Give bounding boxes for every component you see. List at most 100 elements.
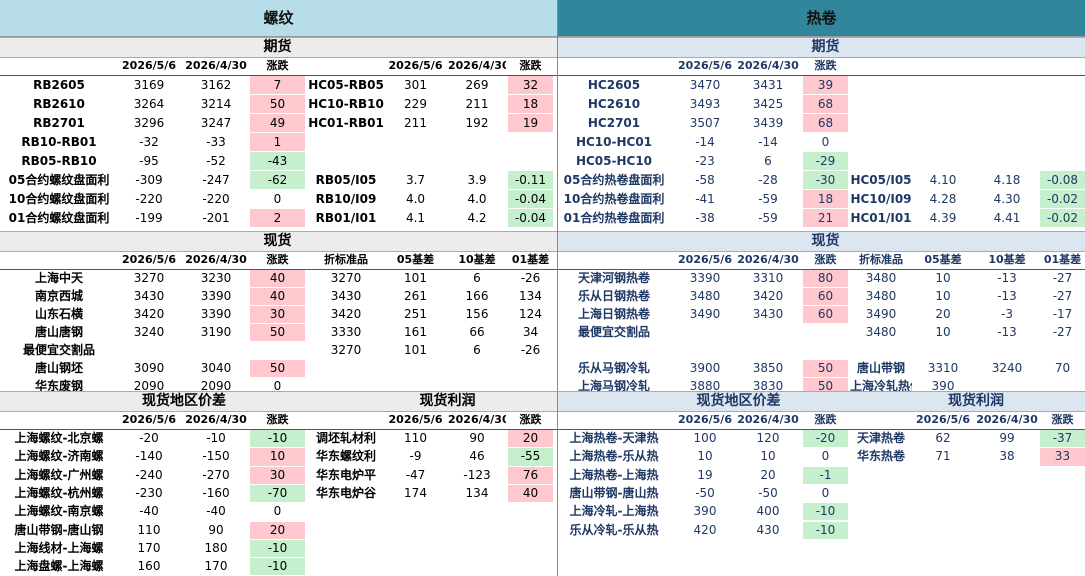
cell: 3390 <box>200 307 232 321</box>
cell: 71 <box>935 449 951 464</box>
cell: 3162 <box>200 78 232 92</box>
row-label: 华东电炉平 <box>315 467 376 482</box>
row-label: 上海螺纹-广州螺 <box>14 467 104 482</box>
cell: 20 <box>935 307 951 321</box>
cell: -0.04 <box>508 190 553 208</box>
row-label: 上海中天 <box>34 271 83 285</box>
cell: -10 <box>250 539 305 558</box>
cell: 62 <box>935 431 951 445</box>
cell: -0.08 <box>1040 171 1085 189</box>
cell: 1 <box>250 133 305 151</box>
cell: -27 <box>1052 271 1073 285</box>
cell: 430 <box>756 522 780 537</box>
cell: 110 <box>137 522 161 537</box>
cell: -55 <box>508 448 553 466</box>
cell: -14 <box>758 135 778 149</box>
row-label: 05合约螺纹盘面利 <box>8 173 110 187</box>
cell: 40 <box>250 270 305 287</box>
cell: -9 <box>409 449 422 464</box>
section-title: 现货地区价差 <box>696 393 781 409</box>
cell: -220 <box>202 192 230 206</box>
cell: 3420 <box>133 307 165 321</box>
title-bar: 热卷 <box>558 0 1085 37</box>
cell: 2090 <box>133 379 165 393</box>
cell: 4.10 <box>929 173 957 187</box>
cell: 3430 <box>330 289 362 303</box>
cell: -40 <box>206 504 226 519</box>
section-title: 期货 <box>811 39 840 55</box>
cell: -62 <box>250 171 305 189</box>
cell: 4.0 <box>467 192 487 206</box>
row-label: 上海热卷-天津热 <box>569 431 659 445</box>
row-label: HC05-HC10 <box>575 154 653 168</box>
cell: 10 <box>760 449 776 464</box>
cell: 3240 <box>991 361 1023 375</box>
cell: -160 <box>202 485 230 500</box>
header-rule <box>0 429 557 430</box>
cell: 39 <box>803 76 848 94</box>
cell: 49 <box>250 114 305 132</box>
row-label: 上海马钢冷轧 <box>577 379 650 393</box>
column-header: 2026/4/30 <box>976 413 1038 426</box>
cell: 3900 <box>689 361 721 375</box>
cell: -230 <box>135 485 163 500</box>
cell: -29 <box>803 152 848 170</box>
cell: 3310 <box>927 361 959 375</box>
cell: -43 <box>250 152 305 170</box>
cell: -0.04 <box>508 209 553 227</box>
column-header: 涨跌 <box>814 59 837 72</box>
cell: -30 <box>803 171 848 189</box>
row-label: 上海盘螺-上海螺 <box>14 559 104 574</box>
row-label: RB05/I05 <box>315 173 377 187</box>
cell: 170 <box>137 540 161 555</box>
cell: 156 <box>465 307 489 321</box>
cell: 50 <box>803 360 848 377</box>
row-label: 唐山带钢-唐山热 <box>569 485 659 500</box>
row-label: 上海冷轧-上海热 <box>569 504 659 519</box>
cell: 60 <box>803 306 848 323</box>
cell: 3296 <box>133 116 165 130</box>
section-title: 现货利润 <box>948 393 1004 409</box>
cell: 120 <box>756 431 780 445</box>
cell: 134 <box>519 289 542 303</box>
cell: 10 <box>935 289 951 303</box>
cell: 174 <box>404 485 427 500</box>
cell: -95 <box>139 154 159 168</box>
column-header: 2026/4/30 <box>448 59 506 72</box>
cell: -59 <box>758 192 778 206</box>
cell: -201 <box>202 211 230 225</box>
row-label: 上海螺纹-济南螺 <box>14 449 104 464</box>
column-header: 2026/5/6 <box>678 253 732 266</box>
section-title: 现货 <box>811 233 840 249</box>
cell: -247 <box>202 173 230 187</box>
section-bar <box>0 231 557 252</box>
header-rule <box>0 269 557 270</box>
cell: 50 <box>250 360 305 377</box>
cell: 4.1 <box>405 211 426 225</box>
row-label: 上海线材-上海螺 <box>14 540 104 555</box>
cell: 110 <box>404 431 427 445</box>
cell: -1 <box>803 466 848 484</box>
cell: 21 <box>803 209 848 227</box>
cell: -38 <box>695 211 715 225</box>
cell: -50 <box>695 485 715 500</box>
cell: -0.02 <box>1040 209 1085 227</box>
cell: 19 <box>697 467 713 482</box>
cell: 40 <box>508 484 553 503</box>
cell: 180 <box>204 540 228 555</box>
divider <box>557 0 558 576</box>
row-label: 上海热卷-乐从热 <box>569 449 659 464</box>
column-header: 2026/5/6 <box>678 59 732 72</box>
cell: 4.39 <box>929 211 957 225</box>
cell: 2 <box>250 209 305 227</box>
row-label: 上海螺纹-北京螺 <box>14 431 104 445</box>
cell: 0 <box>821 449 830 464</box>
row-label: 山东石横 <box>34 307 83 321</box>
row-label: 10合约热卷盘面利 <box>563 192 665 206</box>
cell: 3430 <box>133 289 165 303</box>
cell: -199 <box>135 211 163 225</box>
cell: -27 <box>1052 325 1073 339</box>
cell: -13 <box>997 325 1017 339</box>
cell: -40 <box>139 504 159 519</box>
row-label: HC10-RB10 <box>308 97 384 111</box>
